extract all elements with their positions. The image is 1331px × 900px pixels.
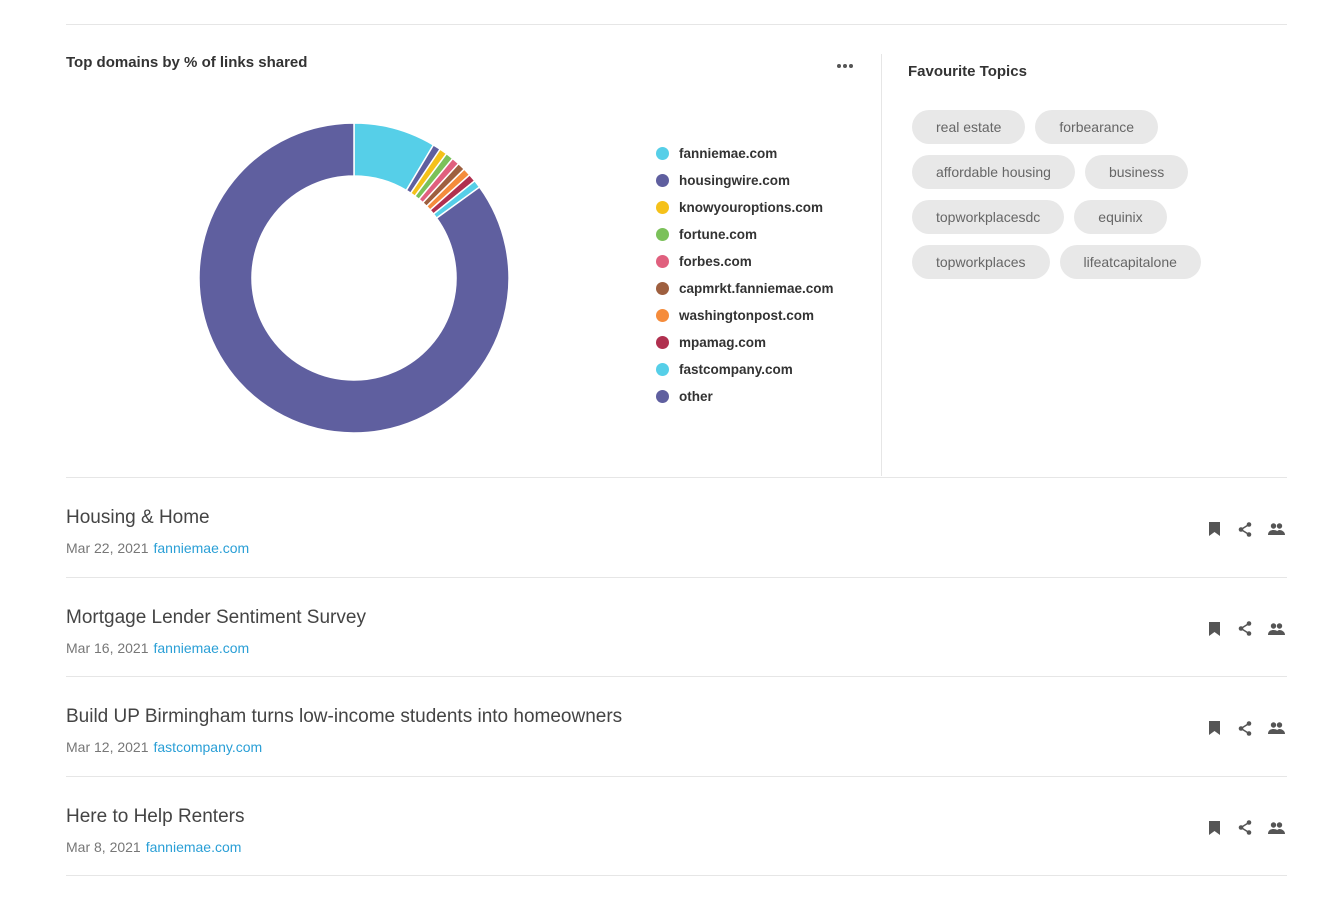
legend-item[interactable]: mpamag.com (656, 329, 834, 356)
legend-label: washingtonpost.com (679, 308, 814, 323)
share-icon[interactable] (1234, 719, 1256, 737)
legend-item[interactable]: fanniemae.com (656, 140, 834, 167)
domains-donut-chart (198, 122, 510, 434)
legend-swatch (656, 363, 669, 376)
article-meta: Mar 16, 2021 fanniemae.com (66, 640, 249, 656)
legend-item[interactable]: knowyouroptions.com (656, 194, 834, 221)
share-icon[interactable] (1234, 819, 1256, 837)
article-title[interactable]: Build UP Birmingham turns low-income stu… (66, 706, 623, 727)
legend-item[interactable]: fortune.com (656, 221, 834, 248)
topic-chip[interactable]: lifeatcapitalone (1059, 245, 1201, 279)
legend-swatch (656, 228, 669, 241)
legend-swatch (656, 390, 669, 403)
legend-swatch (656, 282, 669, 295)
legend-swatch (656, 174, 669, 187)
article-date: Mar 8, 2021 (66, 838, 141, 855)
article-meta: Mar 12, 2021 fastcompany.com (66, 739, 262, 755)
legend-label: knowyouroptions.com (679, 200, 824, 215)
legend-item[interactable]: other (656, 383, 834, 410)
share-icon[interactable] (1234, 520, 1256, 538)
group-icon[interactable] (1265, 620, 1287, 638)
legend-item[interactable]: washingtonpost.com (656, 302, 834, 329)
bookmark-icon[interactable] (1203, 819, 1225, 837)
topic-chip[interactable]: topworkplacesdc (912, 200, 1065, 234)
share-icon[interactable] (1234, 620, 1256, 638)
legend-label: fastcompany.com (679, 362, 793, 377)
article-item: Housing & Home Mar 22, 2021 fanniemae.com (66, 478, 1287, 578)
group-icon[interactable] (1265, 719, 1287, 737)
legend-label: housingwire.com (679, 173, 791, 188)
bookmark-icon[interactable] (1203, 620, 1225, 638)
legend-swatch (656, 309, 669, 322)
article-meta: Mar 22, 2021 fanniemae.com (66, 540, 249, 556)
article-item: Here to Help Renters Mar 8, 2021 fanniemae… (66, 777, 1287, 876)
group-icon[interactable] (1265, 520, 1287, 538)
legend-label: mpamag.com (679, 335, 767, 350)
more-horizontal-icon (837, 63, 841, 68)
legend-item[interactable]: housingwire.com (656, 167, 834, 194)
article-domain-link[interactable]: fanniemae.com (153, 540, 250, 556)
legend-label: fortune.com (679, 227, 758, 242)
article-date: Mar 22, 2021 (66, 540, 149, 556)
legend-swatch (656, 255, 669, 268)
top-divider (66, 24, 1287, 25)
topic-chip[interactable]: affordable housing (912, 155, 1075, 189)
topic-chip[interactable]: forbearance (1035, 110, 1159, 144)
article-title[interactable]: Mortgage Lender Sentiment Survey (66, 606, 366, 628)
topic-chip[interactable]: business (1084, 155, 1189, 189)
article-actions (1203, 719, 1287, 737)
legend-item[interactable]: capmrkt.fanniemae.com (656, 275, 834, 302)
legend-swatch (656, 147, 669, 160)
article-actions (1203, 620, 1287, 638)
article-domain-link[interactable]: fanniemae.com (153, 639, 250, 656)
bookmark-icon[interactable] (1203, 719, 1225, 737)
article-date: Mar 12, 2021 (66, 739, 149, 755)
article-actions (1203, 819, 1287, 837)
article-list: Housing & Home Mar 22, 2021 fanniemae.com M… (66, 478, 1287, 876)
legend-swatch (656, 201, 669, 214)
topic-chip[interactable]: equinix (1074, 200, 1167, 234)
panel-divider (881, 54, 882, 476)
legend-item[interactable]: fastcompany.com (656, 356, 834, 383)
article-actions (1203, 520, 1287, 538)
legend-label: fanniemae.com (679, 146, 778, 161)
article-title[interactable]: Housing & Home (66, 507, 210, 528)
chart-title: Top domains by % of links shared (66, 54, 308, 71)
legend-label: capmrkt.fanniemae.com (679, 281, 834, 296)
bookmark-icon[interactable] (1203, 520, 1225, 538)
donut-slice-other[interactable] (198, 122, 510, 434)
article-date: Mar 16, 2021 (66, 639, 149, 656)
legend-swatch (656, 336, 669, 349)
topics-title: Favourite Topics (908, 63, 1027, 80)
topic-chips: real estate forbearance affordable housing… (912, 110, 1212, 279)
article-item: Build UP Birmingham turns low-income stu… (66, 677, 1287, 777)
article-domain-link[interactable]: fastcompany.com (153, 739, 263, 755)
legend-label: other (679, 389, 713, 404)
chart-legend: fanniemae.com housingwire.com knowyouropti… (656, 140, 834, 410)
topic-chip[interactable]: topworkplaces (912, 245, 1050, 279)
legend-item[interactable]: forbes.com (656, 248, 834, 275)
article-title[interactable]: Here to Help Renters (66, 805, 245, 827)
section-divider (66, 477, 1287, 478)
group-icon[interactable] (1265, 819, 1287, 837)
top-domains-panel: Top domains by % of links shared fanniem… (66, 40, 881, 477)
article-domain-link[interactable]: fanniemae.com (145, 838, 242, 855)
topic-chip[interactable]: real estate (912, 110, 1026, 144)
more-options-button[interactable] (830, 52, 860, 74)
article-meta: Mar 8, 2021 fanniemae.com (66, 839, 241, 855)
legend-label: forbes.com (679, 254, 752, 269)
article-item: Mortgage Lender Sentiment Survey Mar 16, … (66, 578, 1287, 677)
